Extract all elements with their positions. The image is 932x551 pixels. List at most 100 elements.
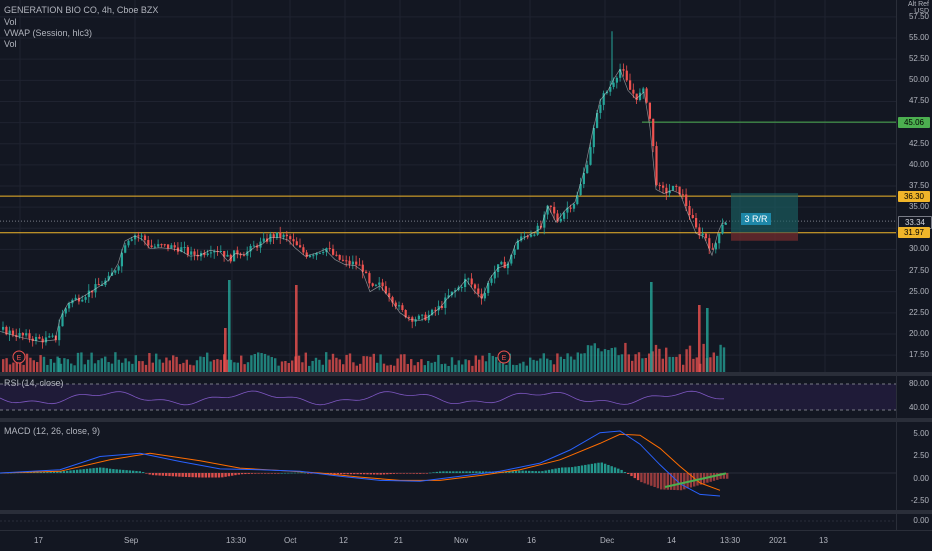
candle	[473, 284, 477, 289]
volume-bar	[127, 361, 131, 372]
volume-bar	[529, 357, 532, 372]
time-axis[interactable]	[0, 530, 932, 551]
candle	[236, 250, 239, 255]
earnings-marker	[12, 350, 26, 364]
volume-bar	[505, 364, 508, 372]
bottom-pane-grid	[0, 520, 896, 522]
volume-bar	[25, 353, 29, 372]
volume-bar	[678, 354, 681, 372]
volume-bar	[688, 345, 692, 372]
candle	[467, 278, 470, 280]
candle	[533, 234, 536, 236]
volume-bar	[267, 355, 270, 372]
volume-bar	[295, 285, 298, 372]
candle	[163, 244, 166, 246]
candle	[318, 252, 321, 254]
volume-bar	[692, 358, 695, 372]
macd-chart[interactable]	[0, 422, 896, 510]
rsi-legend[interactable]: RSI (14, close)	[4, 378, 64, 388]
candle	[249, 245, 252, 252]
rsi-chart[interactable]	[0, 376, 896, 418]
candle	[203, 252, 206, 256]
macd-hist-bar	[478, 471, 481, 473]
macd-hist-bar	[79, 469, 82, 473]
volume-bar	[457, 360, 460, 372]
volume-bar	[372, 353, 375, 372]
candle	[338, 254, 341, 260]
macd-hist-bar	[369, 472, 372, 475]
volume-bar	[97, 360, 100, 372]
volume-bar	[58, 358, 61, 372]
macd-hist-bar	[567, 467, 570, 473]
volume-bar	[178, 364, 182, 372]
volume-bar	[321, 364, 324, 372]
pane-divider[interactable]	[0, 418, 932, 422]
candle	[54, 335, 57, 341]
macd-tick-0: 0.00	[913, 474, 929, 483]
macd-hist-bar	[399, 472, 402, 474]
candle	[470, 278, 473, 285]
macd-hist-bar	[544, 470, 547, 473]
legend-vol-1[interactable]: Vol	[4, 17, 17, 27]
candle	[358, 264, 361, 266]
volume-bar	[291, 360, 294, 372]
candle	[328, 248, 331, 250]
rsi-pane[interactable]: RSI (14, close)	[0, 376, 896, 418]
macd-hist-bar	[194, 472, 198, 478]
candle	[186, 247, 189, 255]
pane-divider[interactable]	[0, 372, 932, 376]
volume-bar	[556, 353, 559, 372]
candle	[632, 89, 635, 94]
macd-hist-bar	[145, 472, 148, 474]
bottom-axis[interactable]: 0.00	[896, 514, 932, 530]
macd-axis[interactable]: 5.00 2.50 0.00 -2.50	[896, 422, 932, 510]
candle	[638, 92, 642, 101]
candle	[252, 245, 255, 247]
rsi-axis[interactable]: 80.00 40.00	[896, 376, 932, 418]
macd-hist-bar	[234, 472, 237, 476]
price-tag[interactable]: 45.06	[898, 116, 930, 128]
symbol-title[interactable]: GENERATION BIO CO, 4h, Cboe BZX	[4, 5, 159, 15]
macd-hist-bar	[66, 470, 69, 473]
macd-hist-bar	[359, 472, 363, 475]
volume-bar	[386, 365, 389, 372]
volume-bar	[603, 349, 607, 372]
volume-bar	[131, 363, 134, 372]
legend-vol-2[interactable]: Vol	[4, 39, 17, 49]
candle	[708, 238, 711, 249]
macd-hist-bar	[650, 472, 653, 486]
macd-hist-bar	[333, 472, 336, 475]
candle	[312, 255, 315, 257]
macd-tick-5: 5.00	[913, 429, 929, 438]
macd-hist-bar	[310, 472, 313, 474]
candle	[599, 104, 602, 113]
macd-hist-bar	[646, 472, 650, 485]
legend-vwap[interactable]: VWAP (Session, hlc3)	[4, 28, 93, 38]
macd-hist-bar	[580, 465, 584, 473]
macd-tick-neg-2-5: -2.50	[910, 496, 929, 505]
price-axis[interactable]: Alt Ref USD 57.50 55.00 52.50 50.00 47.50 45.…	[896, 0, 932, 372]
rr-label[interactable]: 3 R/R	[741, 213, 771, 225]
macd-hist-bar	[174, 472, 178, 477]
candle	[543, 214, 546, 228]
candle	[586, 164, 589, 174]
volume-bar	[403, 354, 406, 372]
volume-bar	[134, 355, 137, 372]
macd-pane[interactable]: MACD (12, 26, close, 9)	[0, 422, 896, 510]
macd-hist-bar	[597, 462, 600, 473]
volume-bar	[104, 356, 107, 372]
macd-hist-bar	[198, 472, 201, 478]
pane-divider[interactable]	[0, 510, 932, 514]
candle	[38, 336, 41, 339]
macd-legend[interactable]: MACD (12, 26, close, 9)	[4, 426, 101, 436]
price-tag[interactable]: 36.30	[898, 190, 930, 202]
macd-hist-bar	[82, 469, 85, 473]
price-tick: 20.00	[908, 328, 929, 338]
bottom-pane[interactable]	[0, 514, 896, 530]
price-tag[interactable]: 31.97	[898, 227, 930, 239]
volume-bar	[675, 356, 678, 372]
candle	[84, 297, 87, 300]
price-tick: 40.00	[908, 159, 929, 169]
